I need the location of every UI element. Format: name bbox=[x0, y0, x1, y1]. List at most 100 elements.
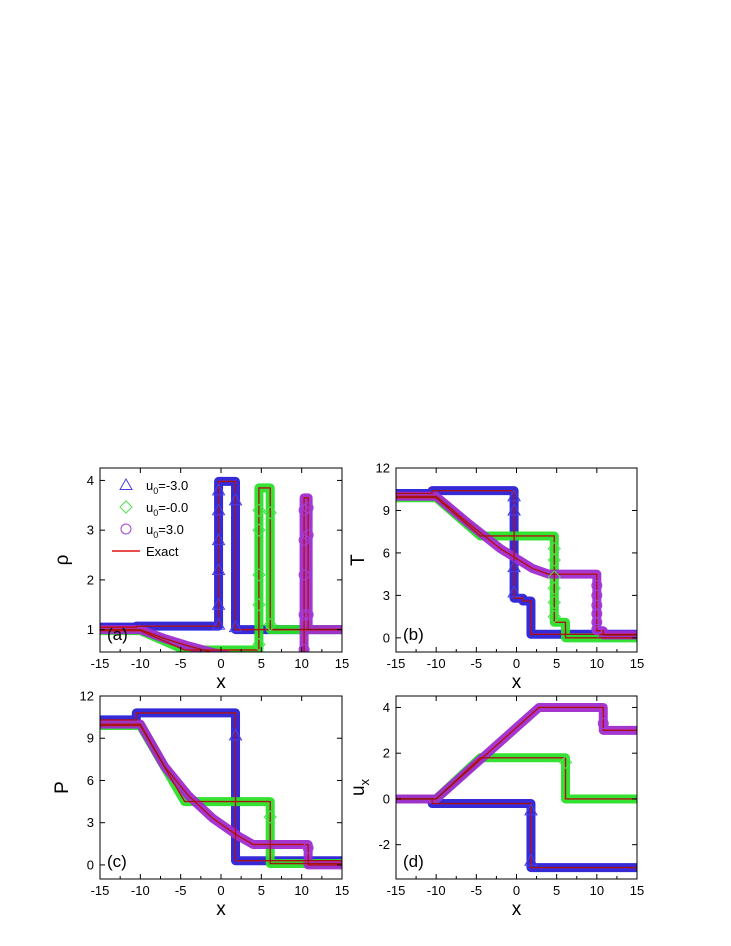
data-marker-u0_zero bbox=[547, 553, 561, 567]
series-group bbox=[100, 708, 342, 870]
data-marker-u0_neg3 bbox=[211, 617, 226, 630]
series-center-u0_zero bbox=[396, 497, 637, 639]
panel-label: (c) bbox=[107, 852, 127, 871]
x-axis-label: x bbox=[512, 672, 522, 693]
x-axis-label: x bbox=[512, 899, 522, 920]
y-axis-label: ρ bbox=[52, 554, 73, 565]
series-group bbox=[396, 702, 637, 873]
x-tick-label: 5 bbox=[258, 656, 265, 671]
data-marker-u0_zero bbox=[263, 617, 277, 632]
data-marker-u0_pos3 bbox=[302, 609, 314, 621]
data-marker-u0_pos3 bbox=[302, 502, 314, 514]
y-axis-label: T bbox=[348, 554, 369, 566]
x-tick-label: -10 bbox=[131, 883, 150, 898]
data-marker-u0_neg3 bbox=[211, 533, 226, 546]
y-tick-label: 1 bbox=[87, 622, 94, 637]
data-marker-u0_pos3 bbox=[302, 529, 314, 541]
series-band-u0_neg3 bbox=[396, 794, 637, 873]
y-tick-label: 12 bbox=[376, 461, 390, 476]
data-marker-u0_zero bbox=[547, 541, 561, 556]
x-tick-label: 0 bbox=[513, 656, 520, 671]
data-marker-u0_neg3 bbox=[507, 560, 521, 573]
y-tick-label: 2 bbox=[383, 746, 390, 761]
x-tick-label: 5 bbox=[553, 883, 560, 898]
x-tick-label: 10 bbox=[294, 883, 308, 898]
legend-label-sub: 0 bbox=[153, 508, 158, 518]
data-marker-u0_pos3 bbox=[591, 579, 603, 591]
data-marker-u0_neg3 bbox=[211, 562, 226, 575]
legend-label-sub: 0 bbox=[153, 486, 158, 496]
series-group bbox=[100, 476, 342, 652]
x-tick-label: 10 bbox=[294, 656, 308, 671]
y-tick-label: 6 bbox=[87, 773, 94, 788]
x-tick-label: 15 bbox=[630, 883, 644, 898]
data-marker-u0_zero bbox=[252, 503, 266, 517]
data-marker-u0_neg3 bbox=[228, 493, 243, 506]
data-marker-u0_zero bbox=[558, 755, 573, 770]
data-marker-u0_pos3 bbox=[298, 609, 310, 621]
x-tick-label: -10 bbox=[427, 656, 446, 671]
series-center-u0_zero bbox=[100, 725, 342, 864]
legend-label-main: Exact bbox=[146, 544, 179, 559]
y-tick-label: 4 bbox=[383, 700, 390, 715]
data-marker-u0_neg3 bbox=[211, 483, 226, 496]
series-center-u0_neg3 bbox=[100, 481, 342, 630]
series-center-u0_pos3 bbox=[100, 723, 342, 866]
data-marker-u0_zero bbox=[252, 598, 266, 612]
x-tick-label: -15 bbox=[387, 656, 406, 671]
legend-label-main: u bbox=[146, 500, 153, 515]
y-tick-label: 12 bbox=[80, 689, 94, 704]
data-marker-u0_neg3 bbox=[228, 728, 243, 741]
data-marker-u0_pos3 bbox=[591, 623, 603, 635]
y-tick-label: 3 bbox=[383, 588, 390, 603]
data-marker-u0_pos3 bbox=[302, 842, 314, 854]
x-tick-label: 15 bbox=[630, 656, 644, 671]
data-marker-u0_pos3 bbox=[591, 608, 603, 620]
panel-label: (d) bbox=[403, 852, 424, 871]
legend-label-rest: =-0.0 bbox=[158, 500, 188, 515]
panel-a: -15 -10 -5 0 5 10 151234xρ(a)u0=-3.0u0=-0.0u0=… bbox=[52, 467, 349, 693]
series-band-u0_zero bbox=[396, 753, 637, 804]
legend-label-exact: Exact bbox=[146, 544, 179, 559]
legend-swatch-u0_neg3 bbox=[119, 477, 133, 490]
legend-label-u0_neg3: u0=-3.0 bbox=[146, 478, 188, 496]
y-tick-label: 0 bbox=[87, 857, 94, 872]
data-marker-u0_pos3 bbox=[591, 616, 603, 628]
data-marker-u0_zero bbox=[252, 568, 266, 582]
exact-line-u0_neg3 bbox=[396, 798, 637, 869]
data-marker-u0_neg3 bbox=[211, 503, 226, 516]
y-axis-label: ux bbox=[348, 778, 372, 796]
y-tick-label: 0 bbox=[383, 791, 390, 806]
data-marker-u0_pos3 bbox=[597, 717, 609, 729]
series-center-u0_neg3 bbox=[100, 712, 342, 862]
legend-label-u0_zero: u0=-0.0 bbox=[146, 500, 188, 518]
y-tick-label: 3 bbox=[87, 815, 94, 830]
series-center-u0_neg3 bbox=[396, 490, 637, 635]
data-marker-u0_zero bbox=[547, 609, 561, 624]
legend-label-sub: 0 bbox=[153, 530, 158, 540]
data-marker-u0_neg3 bbox=[228, 620, 243, 633]
legend-label-main: u bbox=[146, 522, 153, 537]
panel-b: -15 -10 -5 0 5 10 15 0 3 6 9 12 x T (b) bbox=[348, 461, 644, 694]
data-marker-u0_neg3 bbox=[524, 853, 538, 866]
x-tick-label: 15 bbox=[335, 656, 349, 671]
x-tick-label: -15 bbox=[91, 656, 110, 671]
legend-swatch-u0_pos3 bbox=[120, 523, 132, 535]
data-marker-u0_pos3 bbox=[298, 569, 310, 581]
data-marker-u0_zero bbox=[252, 523, 266, 537]
data-marker-u0_zero bbox=[547, 595, 561, 610]
x-tick-label: -10 bbox=[427, 883, 446, 898]
y-tick-label: 0 bbox=[383, 630, 390, 645]
panel-c: -15 -10 -5 0 5 10 15 0 3 6 9 12 x P (c) bbox=[52, 689, 349, 921]
y-tick-label: 9 bbox=[383, 503, 390, 518]
panel-label: (a) bbox=[107, 625, 128, 644]
data-marker-u0_zero bbox=[263, 506, 277, 520]
y-tick-label: 4 bbox=[87, 473, 94, 488]
x-tick-label: 5 bbox=[553, 656, 560, 671]
x-tick-label: 10 bbox=[590, 656, 604, 671]
data-marker-u0_neg3 bbox=[211, 597, 226, 610]
x-tick-label: -5 bbox=[175, 656, 187, 671]
y-tick-label: -2 bbox=[378, 837, 390, 852]
